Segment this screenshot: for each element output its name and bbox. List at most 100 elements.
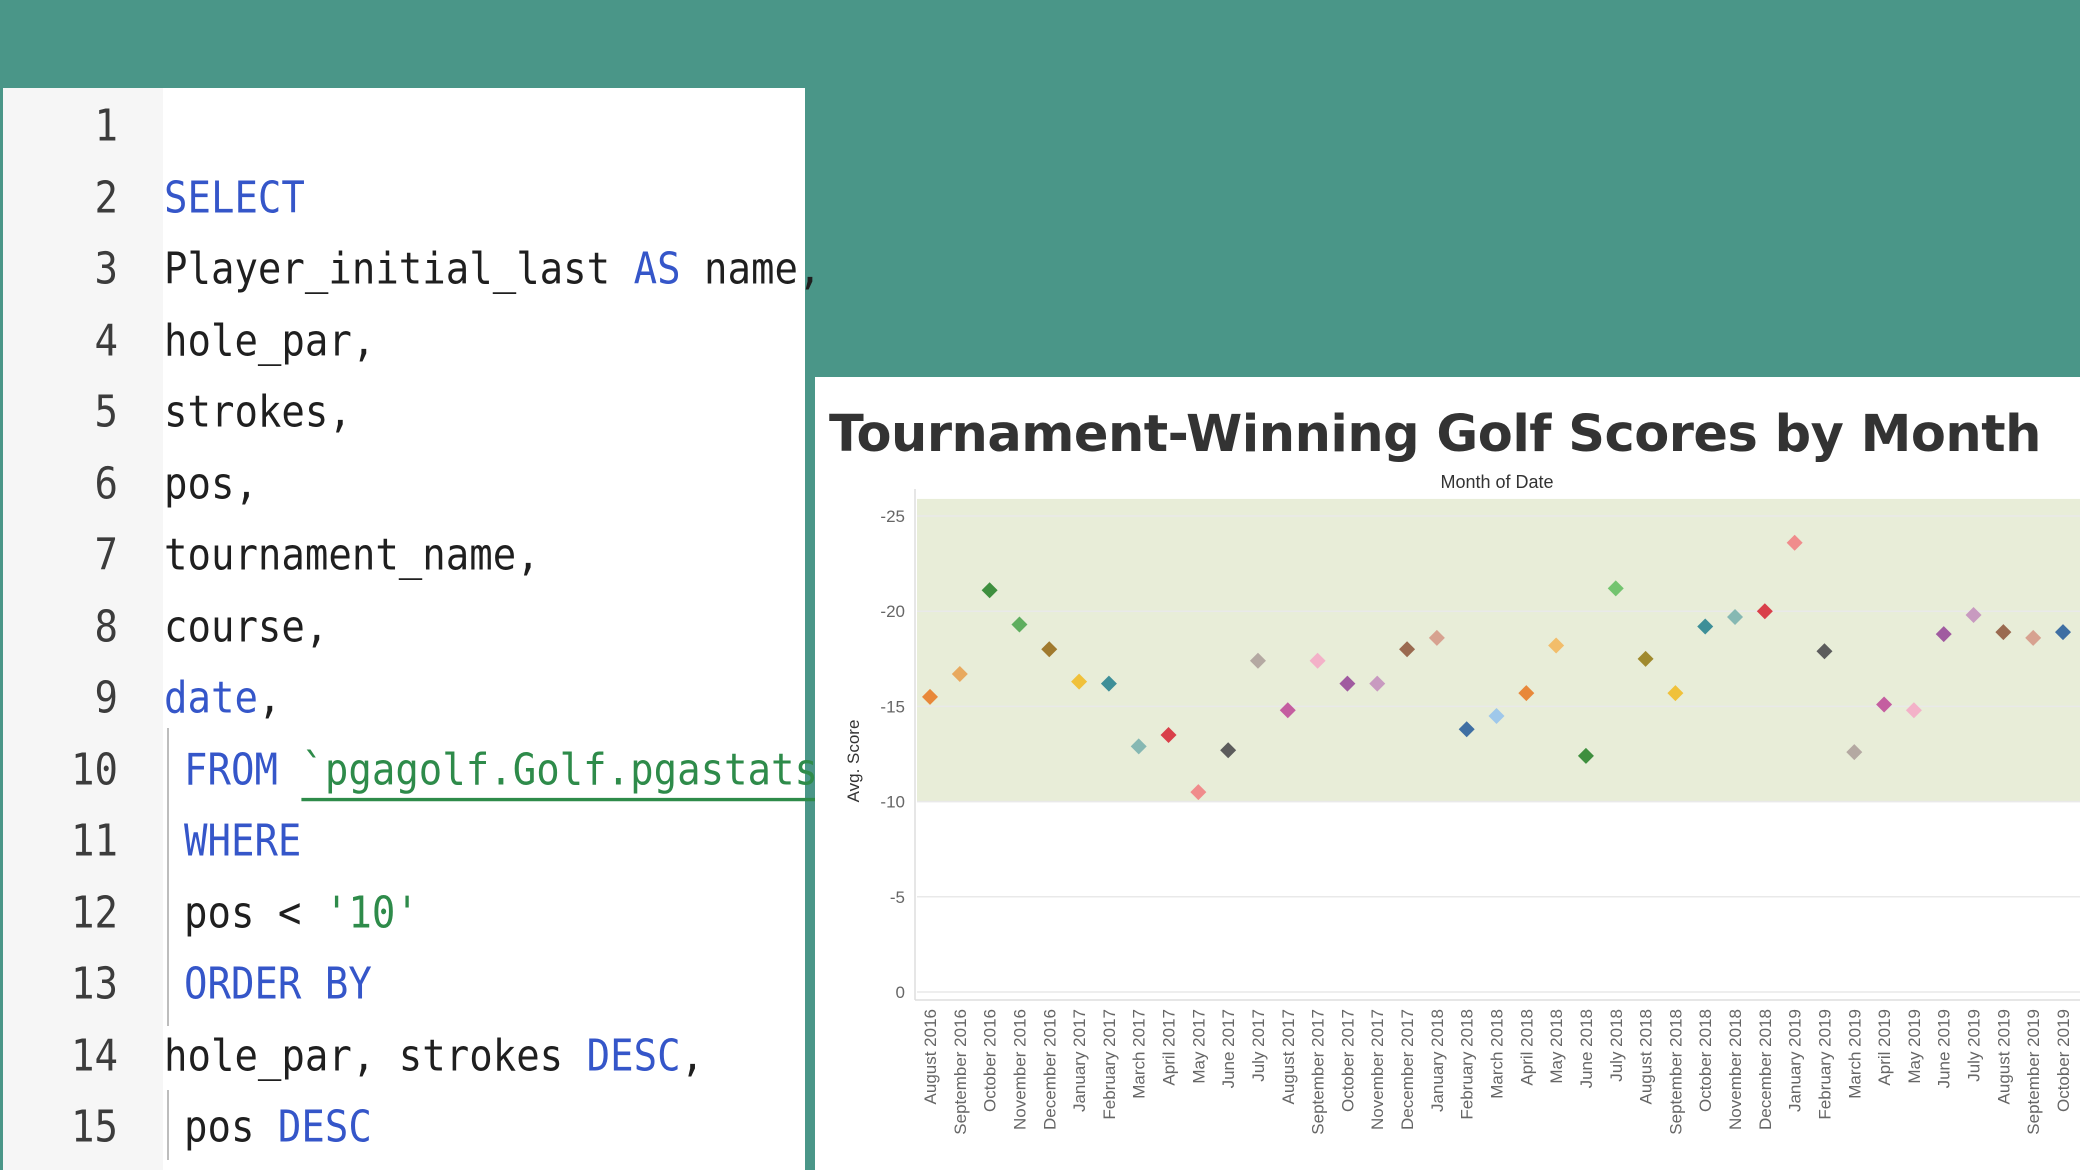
x-tick-label: April 2017 <box>1160 1009 1179 1086</box>
line-number: 12 <box>71 887 118 939</box>
code-text: hole_par, strokes DESC, <box>164 1023 704 1090</box>
sql-identifier: course, <box>164 601 329 653</box>
line-number-gutter <box>3 88 163 1170</box>
data-point <box>1935 626 1952 643</box>
scatter-chart: 0 -5 -10 -15 -20 -25 Month of Date Avg. Score Au… <box>844 472 2080 1135</box>
x-tick-label: September 2018 <box>1666 1009 1685 1135</box>
code-text: date, <box>164 665 281 732</box>
code-editor[interactable]: 1 2 SELECT 3 Player_initial_last AS name, 4 ho… <box>3 88 841 1170</box>
data-point <box>1458 721 1475 738</box>
code-line[interactable]: 7 tournament_name, <box>3 522 803 589</box>
data-point <box>2025 629 2042 646</box>
x-tick-label: June 2018 <box>1577 1009 1596 1088</box>
code-line[interactable]: 3 Player_initial_last AS name, <box>3 236 822 303</box>
line-number: 14 <box>71 1030 118 1082</box>
data-point <box>1100 675 1117 692</box>
x-tick-label: February 2019 <box>1815 1009 1834 1120</box>
line-number: 3 <box>94 244 118 295</box>
sql-keyword: AS <box>633 244 681 295</box>
code-line[interactable]: 13 ORDER BY <box>3 951 803 1018</box>
x-tick-label: May 2019 <box>1905 1009 1924 1084</box>
y-tick-label: -20 <box>880 602 905 621</box>
code-line[interactable]: 14 hole_par, strokes DESC, <box>3 1023 803 1090</box>
code-line[interactable]: 4 hole_par, <box>3 308 803 375</box>
code-text: pos, <box>164 451 258 518</box>
data-point <box>1071 673 1088 690</box>
code-line[interactable]: 1 <box>3 93 803 160</box>
x-tick-label: January 2019 <box>1786 1009 1805 1112</box>
sql-identifier: strokes, <box>164 387 352 438</box>
data-point <box>981 582 998 599</box>
sql-keyword: SELECT <box>164 172 305 224</box>
x-tick-label: March 2019 <box>1845 1009 1864 1099</box>
x-tick-label: October 2016 <box>981 1009 1000 1112</box>
x-tick-label: September 2019 <box>2024 1009 2043 1135</box>
sql-string: `pgagolf.Golf.pgastats` <box>301 744 842 796</box>
x-tick-label: April 2018 <box>1517 1009 1536 1086</box>
code-text: SELECT <box>164 165 305 232</box>
code-text: pos < '10' <box>184 880 419 947</box>
data-point <box>1846 744 1863 761</box>
data-point <box>1637 650 1654 667</box>
data-point <box>1727 608 1744 625</box>
x-tick-label: September 2016 <box>951 1009 970 1135</box>
code-line[interactable]: 5 strokes, <box>3 379 803 446</box>
x-tick-label: April 2019 <box>1875 1009 1894 1086</box>
sql-identifier: pos <box>184 1102 278 1153</box>
code-text: pos DESC <box>184 1094 372 1161</box>
data-point <box>1399 641 1416 658</box>
data-point <box>1965 607 1982 624</box>
code-line[interactable]: 9 date, <box>3 665 803 732</box>
x-tick-label: November 2017 <box>1368 1009 1387 1130</box>
code-text: WHERE <box>184 808 301 875</box>
sql-identifier: , <box>257 673 282 724</box>
sql-identifier: name, <box>680 244 822 295</box>
code-text: FROM `pgagolf.Golf.pgastats` <box>184 737 841 804</box>
data-point <box>922 688 938 705</box>
code-line[interactable]: 12 pos < '10' <box>3 880 803 947</box>
data-point <box>951 666 968 683</box>
sql-identifier: hole_par, strokes <box>164 1030 587 1082</box>
code-line[interactable]: 6 pos, <box>3 451 803 518</box>
code-text: course, <box>164 594 328 661</box>
y-tick-label: 0 <box>896 983 905 1002</box>
code-line[interactable]: 8 course, <box>3 594 803 661</box>
data-point <box>1786 534 1803 551</box>
x-tick-label: February 2018 <box>1458 1009 1477 1120</box>
x-tick-label: December 2017 <box>1398 1009 1417 1130</box>
x-tick-label: July 2018 <box>1607 1009 1626 1082</box>
y-axis-title: Avg. Score <box>844 720 863 803</box>
x-tick-label: May 2018 <box>1547 1009 1566 1084</box>
chart-panel: Tournament-Winning Golf Scores by Month … <box>815 377 2080 1170</box>
x-tick-label: June 2019 <box>1935 1009 1954 1088</box>
line-number: 15 <box>71 1102 118 1153</box>
code-line[interactable]: 11 WHERE <box>3 808 803 875</box>
data-point <box>1309 652 1326 669</box>
data-point <box>1876 696 1893 713</box>
data-point <box>1220 742 1237 759</box>
indent-guide <box>167 728 169 1026</box>
sql-keyword: WHERE <box>184 816 302 867</box>
x-tick-label: November 2018 <box>1726 1009 1745 1130</box>
sql-keyword: DESC <box>586 1030 681 1082</box>
data-point <box>1339 675 1356 692</box>
data-point <box>1190 784 1207 801</box>
line-number: 10 <box>71 744 118 796</box>
line-number: 11 <box>71 816 118 867</box>
code-line[interactable]: 15 pos DESC <box>3 1094 803 1161</box>
sql-identifier: pos < <box>184 887 325 939</box>
chart-title: Tournament-Winning Golf Scores by Month <box>829 405 2041 464</box>
code-line[interactable]: 2 SELECT <box>3 165 803 232</box>
x-tick-label: July 2019 <box>1965 1009 1984 1082</box>
code-line[interactable]: 10 FROM `pgagolf.Golf.pgastats` <box>3 737 841 804</box>
y-tick-label: -10 <box>880 793 905 812</box>
sql-identifier: pos, <box>164 458 258 510</box>
data-point <box>2055 624 2071 641</box>
line-number: 1 <box>94 101 118 152</box>
code-text: tournament_name, <box>164 522 540 589</box>
sql-keyword: FROM <box>184 744 278 796</box>
data-point <box>1428 629 1445 646</box>
data-point <box>1011 616 1028 633</box>
y-tick-label: -15 <box>880 697 905 716</box>
x-tick-label: January 2018 <box>1428 1009 1447 1112</box>
